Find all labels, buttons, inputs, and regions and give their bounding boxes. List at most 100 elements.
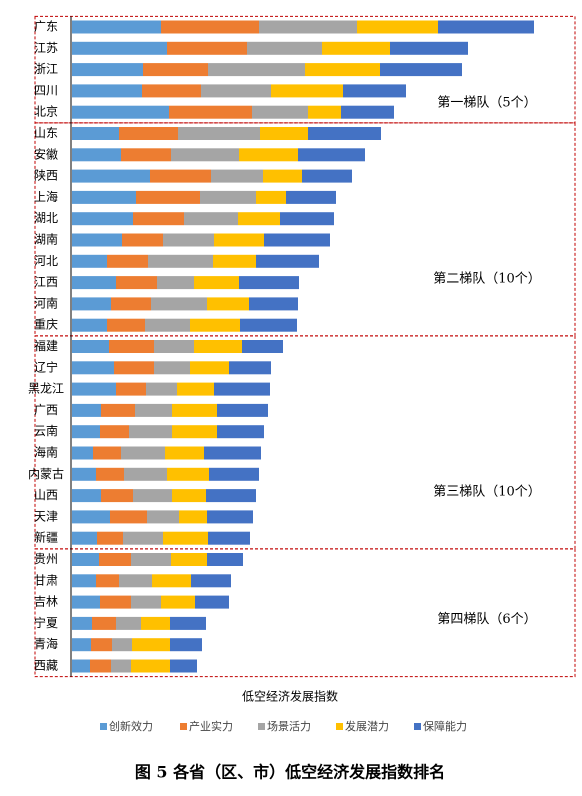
category-label: 湖北: [34, 210, 58, 225]
bar-segment: [152, 574, 191, 588]
category-label: 广西: [34, 403, 58, 417]
bar-segment: [72, 403, 101, 417]
bar-segment: [229, 361, 271, 375]
bar-segment: [172, 425, 217, 439]
bar-segment: [116, 616, 141, 630]
legend-swatch: [100, 723, 107, 730]
bar-segment: [145, 318, 190, 332]
bar-segment: [72, 63, 143, 77]
bar-segment: [91, 638, 112, 652]
bar-segment: [72, 318, 107, 332]
bar-segment: [150, 169, 211, 183]
bar-segment: [163, 531, 208, 545]
bar-segment: [132, 638, 170, 652]
bar-segment: [247, 41, 322, 55]
bar-segment: [72, 297, 111, 311]
bar-segment: [252, 105, 308, 119]
bar-segment: [208, 531, 250, 545]
bar-segment: [112, 638, 132, 652]
bar-segment: [96, 467, 124, 481]
bar-segment: [239, 148, 298, 162]
group-box: [34, 548, 576, 678]
bar-segment: [201, 84, 271, 98]
category-label: 福建: [34, 338, 58, 353]
legend-label: 保障能力: [423, 719, 467, 733]
bar-segment: [93, 446, 121, 460]
bar-segment: [72, 531, 97, 545]
bar-segment: [213, 254, 256, 268]
bar-segment: [195, 595, 229, 609]
bar-segment: [165, 446, 204, 460]
bar-segment: [133, 212, 184, 226]
bar-segment: [72, 148, 121, 162]
bar-segment: [280, 212, 334, 226]
bar-segment: [256, 254, 319, 268]
bar-segment: [107, 254, 148, 268]
category-label: 吉林: [34, 595, 58, 609]
bar-segment: [121, 148, 171, 162]
legend-label: 场景活力: [267, 719, 311, 733]
bar-segment: [305, 63, 380, 77]
bar-segment: [141, 616, 170, 630]
category-label: 宁夏: [34, 615, 58, 630]
bar-segment: [146, 382, 177, 396]
bar-segment: [148, 254, 213, 268]
bar-segment: [107, 318, 145, 332]
bar-segment: [177, 382, 214, 396]
bar-segment: [264, 233, 330, 247]
bar-segment: [151, 297, 207, 311]
bar-segment: [116, 382, 146, 396]
bar-segment: [72, 340, 109, 353]
bar-segment: [100, 425, 129, 439]
bar-segment: [170, 659, 197, 673]
category-label: 内蒙古: [28, 466, 64, 481]
bar-segment: [167, 41, 247, 55]
bar-segment: [298, 148, 365, 162]
legend-label: 产业实力: [189, 719, 233, 733]
bar-segment: [72, 382, 116, 396]
category-label: 山东: [34, 126, 58, 140]
bar-segment: [154, 340, 194, 353]
bar-segment: [131, 659, 170, 673]
bar-segment: [147, 510, 179, 524]
bar-segment: [194, 340, 242, 353]
bar-segment: [121, 446, 165, 460]
bar-segment: [438, 20, 534, 34]
bar-segment: [72, 659, 90, 673]
bar-segment: [209, 467, 259, 481]
bar-segment: [308, 105, 341, 119]
legend-label: 创新效力: [109, 719, 153, 733]
bar-segment: [170, 638, 202, 652]
category-label: 天津: [34, 509, 58, 523]
category-label: 上海: [34, 189, 58, 204]
bar-segment: [259, 20, 357, 34]
bar-segment: [110, 510, 147, 524]
bar-segment: [72, 276, 116, 290]
bar-segment: [200, 190, 256, 204]
bar-segment: [207, 297, 249, 311]
bar-segment: [72, 595, 100, 609]
category-label: 辽宁: [34, 359, 58, 374]
legend-swatch: [336, 723, 343, 730]
bar-segment: [271, 84, 343, 98]
bar-segment: [72, 638, 91, 652]
bar-segment: [90, 659, 111, 673]
bar-segment: [214, 233, 264, 247]
category-label: 北京: [34, 105, 58, 119]
legend-swatch: [414, 723, 421, 730]
bar-segment: [179, 510, 207, 524]
bar-segment: [242, 340, 283, 353]
category-label: 山西: [34, 488, 58, 502]
bar-segment: [129, 425, 172, 439]
category-label: 江苏: [34, 41, 58, 55]
bar-segment: [260, 127, 308, 140]
bar-segment: [116, 276, 157, 290]
category-label: 广东: [34, 20, 58, 34]
bar-segment: [302, 169, 352, 183]
bar-segment: [72, 616, 92, 630]
bar-segment: [172, 489, 206, 503]
bar-segment: [72, 553, 99, 566]
bar-segment: [207, 510, 253, 524]
category-label: 青海: [34, 636, 58, 651]
